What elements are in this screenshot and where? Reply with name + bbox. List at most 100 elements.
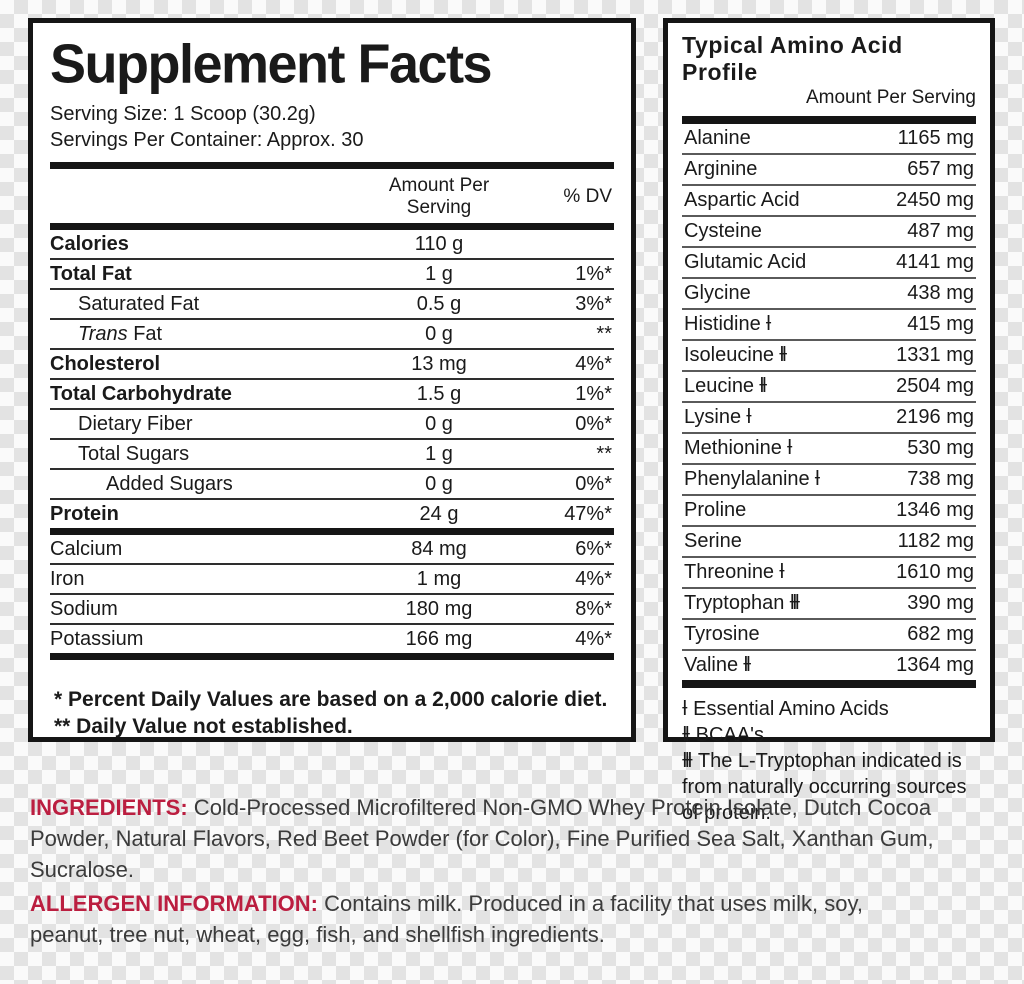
amino-row-methionine: Methionine Ɨ 530 mg [682,434,976,465]
amino-amount: 2504 mg [896,375,974,397]
nutrient-dv: 1%* [575,382,612,405]
nutrient-dv: 1%* [575,262,612,285]
amino-row-alanine: Alanine 1165 mg [682,124,976,155]
divider-bar [682,116,976,124]
amino-amount: 1331 mg [896,344,974,366]
nutrient-amount: 0 g [425,472,453,495]
footnote-tryptophan: ƗƗƗ The L-Tryptophan indicated is from n… [682,750,967,824]
amino-name: Tyrosine [684,623,760,645]
allergen-text: Contains milk. Produced in a facility th… [30,891,863,947]
footnote-marker: Ɨ [814,468,820,490]
trans-rest: Fat [127,323,163,345]
nutrient-name: Potassium [50,628,144,650]
amino-name: Isoleucine ƗƗ [684,344,787,366]
ingredients-label: INGREDIENTS: [30,795,188,820]
nutrient-name: Dietary Fiber [78,413,193,435]
nutrient-amount: 13 mg [411,352,467,375]
nutrient-row-potassium: Potassium 166 mg 4%* [50,625,614,653]
footnote-marker: Ɨ [765,313,771,335]
nutrient-row-iron: Iron 1 mg 4%* [50,565,614,595]
amount-per-serving-header: Amount Per Serving [350,175,528,219]
nutrient-row-total-carbohydrate: Total Carbohydrate 1.5 g 1%* [50,380,614,410]
footnote-percent-dv: * Percent Daily Values are based on a 2,… [54,688,608,711]
nutrient-name: Sodium [50,598,118,620]
amino-row-glycine: Glycine 438 mg [682,279,976,310]
nutrient-name: Calories [50,233,129,255]
amino-amount: 1182 mg [897,530,974,552]
nutrient-name: Iron [50,568,85,590]
nutrient-row-total-fat: Total Fat 1 g 1%* [50,260,614,290]
amino-name: Threonine Ɨ [684,561,784,583]
nutrient-row-trans-fat: Trans Fat 0 g ** [50,320,614,350]
amino-row-tyrosine: Tyrosine 682 mg [682,620,976,651]
allergen-paragraph: ALLERGEN INFORMATION: Contains milk. Pro… [30,888,942,950]
amino-amount: 1165 mg [897,127,974,149]
amino-acid-profile-panel: Typical Amino Acid Profile Amount Per Se… [663,18,995,824]
amino-amount: 530 mg [907,437,974,459]
amino-amount: 1364 mg [896,654,974,676]
nutrient-dv: 0%* [575,472,612,495]
amino-name: Glutamic Acid [684,251,807,273]
nutrient-amount: 0 g [425,322,453,345]
amino-row-leucine: Leucine ƗƗ 2504 mg [682,372,976,403]
amino-amount: 390 mg [907,592,974,614]
amount-header-line2: Serving [406,197,472,218]
amino-amount: 738 mg [907,468,974,490]
amino-name: Lysine Ɨ [684,406,751,428]
nutrient-row-added-sugars: Added Sugars 0 g 0%* [50,470,614,500]
amino-profile-subtitle: Amount Per Serving [805,87,976,108]
amino-name: Arginine [684,158,758,180]
nutrient-name: Protein [50,503,119,525]
footnote-marker: ƗƗ [779,344,787,366]
amino-row-isoleucine: Isoleucine ƗƗ 1331 mg [682,341,976,372]
amino-name: Aspartic Acid [684,189,800,211]
nutrient-row-sodium: Sodium 180 mg 8%* [50,595,614,625]
amino-name: Glycine [684,282,751,304]
nutrient-dv: 8%* [575,597,612,620]
amino-name: Methionine Ɨ [684,437,792,459]
amino-amount: 1610 mg [896,561,974,583]
amino-amount: 2450 mg [896,189,974,211]
amino-profile-title: Typical Amino Acid Profile [682,32,903,85]
amino-row-glutamic-acid: Glutamic Acid 4141 mg [682,248,976,279]
nutrient-row-protein: Protein 24 g 47%* [50,500,614,528]
percent-dv-header: % DV [563,186,612,207]
nutrient-row-total-sugars: Total Sugars 1 g ** [50,440,614,470]
nutrient-name: Total Carbohydrate [50,383,232,405]
nutrient-amount: 110 g [414,232,464,255]
amino-amount: 682 mg [907,623,974,645]
footnote-marker: Ɨ [786,437,792,459]
divider-bar [50,162,614,169]
amino-name: Phenylalanine Ɨ [684,468,820,490]
ingredients-paragraph: INGREDIENTS: Cold-Processed Microfiltere… [30,792,942,885]
amino-amount: 438 mg [907,282,974,304]
ingredients-text: Cold-Processed Microfiltered Non-GMO Whe… [30,795,934,882]
nutrient-amount: 1.5 g [416,382,462,405]
amino-row-aspartic-acid: Aspartic Acid 2450 mg [682,186,976,217]
nutrient-dv: 0%* [575,412,612,435]
trans-italic: Trans [78,323,128,345]
amino-row-arginine: Arginine 657 mg [682,155,976,186]
amino-name: Cysteine [684,220,762,242]
amino-row-histidine: Histidine Ɨ 415 mg [682,310,976,341]
nutrient-dv: 4%* [575,352,612,375]
amino-name: Valine ƗƗ [684,654,751,676]
footnote-essential: Ɨ Essential Amino Acids [682,698,889,720]
amino-name: Serine [684,530,742,552]
nutrient-name: Trans Fat [50,320,350,348]
nutrient-dv: 3%* [575,292,612,315]
serving-size: Serving Size: 1 Scoop (30.2g) [50,103,316,125]
footnote-marker: ƗƗ [743,654,751,676]
nutrient-amount: 84 mg [411,537,467,560]
servings-per-container: Servings Per Container: Approx. 30 [50,129,364,151]
nutrient-row-calcium: Calcium 84 mg 6%* [50,535,614,565]
amino-amount: 487 mg [907,220,974,242]
amino-row-threonine: Threonine Ɨ 1610 mg [682,558,976,589]
nutrient-row-cholesterol: Cholesterol 13 mg 4%* [50,350,614,380]
amino-amount: 415 mg [907,313,974,335]
supplement-facts-title: Supplement Facts [50,33,493,95]
nutrient-dv: 6%* [575,537,612,560]
amino-name: Tryptophan ƗƗƗ [684,592,800,614]
daily-value-footnotes: * Percent Daily Values are based on a 2,… [50,686,614,740]
nutrient-dv: 47%* [564,502,612,525]
